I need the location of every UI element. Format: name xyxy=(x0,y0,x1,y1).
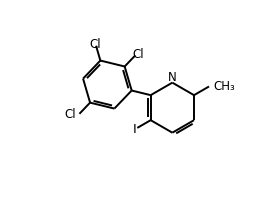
Text: I: I xyxy=(133,123,136,136)
Text: Cl: Cl xyxy=(89,38,101,51)
Text: Cl: Cl xyxy=(64,108,76,121)
Text: N: N xyxy=(168,71,177,84)
Text: Cl: Cl xyxy=(133,49,145,61)
Text: CH₃: CH₃ xyxy=(213,80,235,92)
